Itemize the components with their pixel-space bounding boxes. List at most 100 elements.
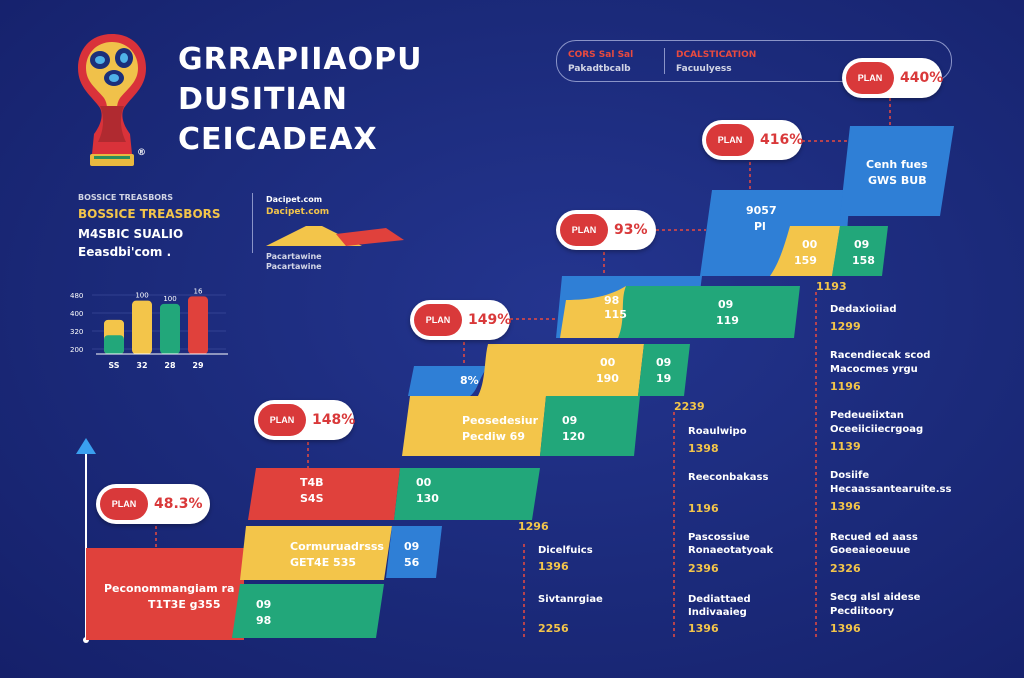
pill-plan-3: PLAN: [414, 304, 462, 336]
annotation-c2-1-value: 1398: [688, 442, 719, 455]
pct-pill-6: PLAN 440%: [842, 58, 943, 98]
annotation-c3-6-value: 1396: [830, 622, 861, 635]
year-marker-b: 2239: [674, 400, 705, 413]
block-r5-green-a: 09: [656, 356, 672, 369]
annotation-c2-4-title: Dediattaed: [688, 594, 751, 605]
annotation-c1-2-value: 2256: [538, 622, 569, 635]
legend: [556, 40, 952, 82]
pill-pct-4: 93%: [614, 222, 648, 238]
step-green-6: [618, 286, 800, 338]
ytick-label: 480: [70, 292, 83, 300]
pct-pill-2: PLAN 148%: [254, 400, 356, 440]
ytick-label: 320: [70, 328, 83, 336]
annotation-c3-2-title: Racendiecak scod: [830, 350, 931, 361]
pill-pct-3: 149%: [468, 312, 512, 328]
step-yellow-2: [240, 526, 392, 580]
annotation-c1-1-value: 1396: [538, 560, 569, 573]
title-line-2: DUSITIAN: [178, 82, 348, 117]
pct-pill-1: PLAN 48.3%: [96, 484, 210, 524]
mini-label-sub: Dacipet.com: [266, 207, 330, 217]
mini-label-top: Dacipet.com: [266, 195, 323, 204]
title-line-3: CEICADEAX: [178, 122, 378, 157]
step-blue-8: [840, 126, 954, 216]
annotation-c2-4-value: 1396: [688, 622, 719, 635]
category-label: SS: [108, 361, 119, 370]
block-r1-red-label: Peconommangiam ra: [104, 582, 235, 595]
annotation-c3-4-title: Dosiife: [830, 470, 870, 481]
pill-pct-1: 48.3%: [154, 496, 203, 512]
data-label: 16: [194, 287, 203, 295]
block-r1-green-b: 98: [256, 614, 272, 627]
year-marker-c: 1193: [816, 280, 847, 293]
info-line-2: M4SBIC SUALIO: [78, 227, 184, 241]
mini-label-bottom-2: Pacartawine: [266, 262, 322, 271]
annotation-c3-4-title-2: Hecaassantearuite.ss: [830, 484, 952, 495]
block-r8-blue-a: Cenh fues: [866, 158, 928, 171]
pill-plan-1: PLAN: [100, 488, 148, 520]
data-label: 100: [163, 295, 176, 303]
annotation-c3-3-title-2: Oceeiiciiecrgoag: [830, 424, 924, 435]
step-yellow-6: [560, 286, 626, 338]
legend-item-2: DCALSTICATION: [676, 50, 757, 60]
pct-pill-5: PLAN 416%: [702, 120, 804, 160]
pct-pill-3: PLAN 149%: [410, 300, 512, 340]
annotation-c2-1-title: Roaulwipo: [688, 426, 747, 437]
block-r3-red-b: S4S: [300, 492, 324, 505]
step-red-1: [86, 548, 244, 640]
block-r5-blue: 8%: [460, 374, 479, 387]
annotation-c3-4-value: 1396: [830, 500, 861, 513]
annotation-c3-5-title-2: Goeeaieoeuue: [830, 545, 911, 556]
annotation-c3-1-value: 1299: [830, 320, 861, 333]
step-green-4: [540, 396, 640, 456]
block-r3-green-b: 130: [416, 492, 439, 505]
mini-label-bottom: Pacartawine: [266, 252, 322, 261]
pill-plan-6: PLAN: [846, 62, 894, 94]
annotation-c3-5-value: 2326: [830, 562, 861, 575]
block-r6-blue-a: 98: [604, 294, 620, 307]
block-r3-red-a: T4B: [300, 476, 324, 489]
info-line-3: Eeasdbi'com .: [78, 245, 172, 259]
annotation-c1-1-title: Dicelfuics: [538, 545, 593, 556]
step-green-7: [832, 226, 888, 276]
bar-28: [160, 303, 180, 354]
year-marker-a: 1296: [518, 520, 549, 533]
block-r3-green-a: 00: [416, 476, 432, 489]
category-label: 29: [192, 361, 204, 370]
annotation-c3-6-title: Secg alsl aidese: [830, 592, 921, 603]
block-r2-blue-a: 09: [404, 540, 420, 553]
annotation-c3-1-title: Dedaxioiiad: [830, 304, 897, 315]
block-r4-green-a: 09: [562, 414, 578, 427]
step-yellow-4: [402, 396, 546, 456]
annotation-c3-3-title: Pedeueiixtan: [830, 410, 904, 421]
block-r4-yellow-label: Peosedesiur: [462, 414, 538, 427]
block-r4-yellow-value: Pecdiw 69: [462, 430, 525, 443]
block-r7-yellow-a: 00: [802, 238, 818, 251]
bar-segment: [104, 335, 124, 354]
pill-plan-5: PLAN: [706, 124, 754, 156]
block-r7-green-a: 09: [854, 238, 870, 251]
step-blue-2: [386, 526, 442, 578]
block-r5-green-b: 19: [656, 372, 672, 385]
pill-pct-5: 416%: [760, 132, 804, 148]
bar-32: [132, 300, 152, 354]
ytick-label: 400: [70, 310, 83, 318]
annotation-c2-2-value: 1196: [688, 502, 719, 515]
annotation-c3-6-title-2: Pecdiitoory: [830, 606, 895, 617]
pill-pct-2: 148%: [312, 412, 356, 428]
block-r6-blue-b: 115: [604, 308, 627, 321]
block-r2-yellow-label: Cormuruadrsss: [290, 540, 384, 553]
data-label: 100: [135, 292, 148, 300]
title-line-1: GRRAPIIAOPU: [178, 42, 423, 77]
block-r7-yellow-b: 159: [794, 254, 817, 267]
pill-plan-2: PLAN: [258, 404, 306, 436]
mini-chevron-shape: [266, 226, 404, 246]
mini-divider: [252, 193, 253, 253]
step-green-1: [232, 584, 384, 638]
step-green-5: [638, 344, 690, 396]
pill-plan-4: PLAN: [560, 214, 608, 246]
annotation-c3-5-title: Recued ed aass: [830, 532, 918, 543]
legend-divider: [664, 48, 665, 74]
step-green-3: [394, 468, 540, 520]
block-r7-blue-a: 9057: [746, 204, 777, 217]
pct-pill-4: PLAN 93%: [556, 210, 656, 250]
